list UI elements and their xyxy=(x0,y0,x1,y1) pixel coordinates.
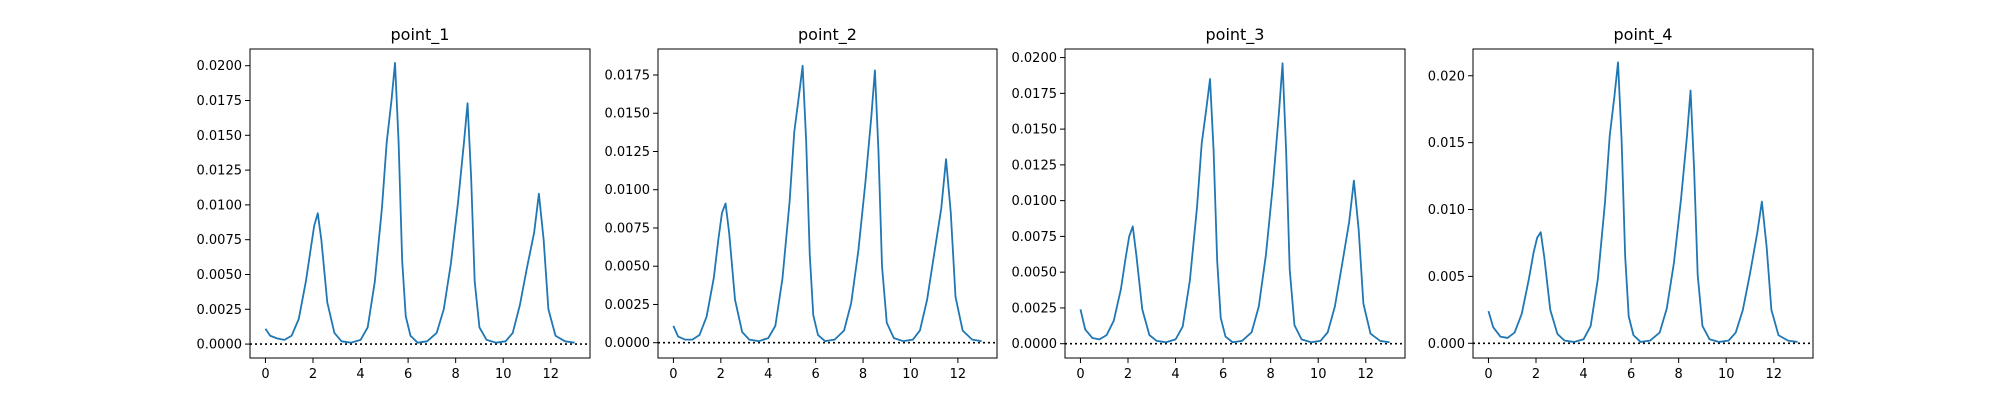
x-tick-label: 4 xyxy=(1171,367,1179,382)
chart-title: point_2 xyxy=(798,25,857,45)
y-tick-label: 0.0100 xyxy=(1012,194,1058,209)
x-tick-label: 12 xyxy=(950,367,967,382)
y-tick-label: 0.0125 xyxy=(197,164,243,179)
y-tick-label: 0.015 xyxy=(1428,136,1465,151)
y-tick-label: 0.0150 xyxy=(197,129,243,144)
subplot-point-2: point_2 0 2 4 6 8 10 12 0.0000 0.0025 0.0050 0.007… xyxy=(605,25,998,382)
y-tick-label: 0.020 xyxy=(1428,69,1465,84)
y-tick-label: 0.0025 xyxy=(605,298,651,313)
y-tick-label: 0.0175 xyxy=(605,69,651,84)
x-tick-label: 10 xyxy=(495,367,512,382)
y-tick-label: 0.0050 xyxy=(605,260,651,275)
chart-title: point_1 xyxy=(391,25,450,45)
series-line xyxy=(1079,62,1390,344)
series-line xyxy=(1487,61,1798,343)
x-tick-label: 2 xyxy=(1532,367,1540,382)
axes-frame xyxy=(1064,48,1406,359)
y-tick-label: 0.005 xyxy=(1428,270,1465,285)
subplot-point-1: point_1 0 2 4 6 8 10 12 0.0000 0.0025 0.0050 0.007… xyxy=(197,25,591,382)
x-tick-label: 0 xyxy=(1484,367,1492,382)
x-tick-label: 10 xyxy=(1310,367,1327,382)
y-tick-label: 0.010 xyxy=(1428,203,1465,218)
x-tick-label: 0 xyxy=(669,367,677,382)
x-tick-label: 6 xyxy=(404,367,412,382)
y-tick-label: 0.0025 xyxy=(197,303,243,318)
y-tick-label: 0.0075 xyxy=(605,221,651,236)
x-tick-label: 12 xyxy=(542,367,559,382)
x-tick-label: 10 xyxy=(1718,367,1735,382)
x-tick-label: 6 xyxy=(812,367,820,382)
y-tick-label: 0.000 xyxy=(1428,337,1465,352)
y-tick-label: 0.0100 xyxy=(605,183,651,198)
subplot-point-4: point_4 0 2 4 6 8 10 12 0.000 0.005 0.010 0.015 0.0… xyxy=(1428,25,1814,382)
y-tick-label: 0.0125 xyxy=(1012,158,1058,173)
y-tick-label: 0.0000 xyxy=(605,336,651,351)
x-tick-label: 4 xyxy=(356,367,364,382)
series-line xyxy=(672,64,982,343)
y-tick-label: 0.0150 xyxy=(605,107,651,122)
x-tick-label: 12 xyxy=(1357,367,1374,382)
y-tick-label: 0.0050 xyxy=(197,268,243,283)
chart-title: point_3 xyxy=(1206,25,1265,45)
y-tick-label: 0.0050 xyxy=(1012,266,1058,281)
x-tick-label: 4 xyxy=(764,367,772,382)
y-tick-label: 0.0000 xyxy=(1012,337,1058,352)
x-tick-label: 8 xyxy=(1267,367,1275,382)
x-tick-label: 2 xyxy=(1124,367,1132,382)
x-tick-label: 8 xyxy=(859,367,867,382)
x-tick-label: 12 xyxy=(1765,367,1782,382)
y-tick-label: 0.0150 xyxy=(1012,123,1058,138)
subplot-point-3: point_3 0 2 4 6 8 10 12 0.0000 0.0025 0.0050 0.007… xyxy=(1012,25,1406,382)
axes-frame xyxy=(657,48,998,359)
x-tick-label: 10 xyxy=(902,367,919,382)
y-tick-label: 0.0025 xyxy=(1012,301,1058,316)
x-tick-label: 8 xyxy=(452,367,460,382)
axes-frame xyxy=(1472,48,1814,359)
x-tick-label: 2 xyxy=(717,367,725,382)
y-tick-label: 0.0175 xyxy=(197,94,243,109)
x-tick-label: 0 xyxy=(261,367,269,382)
y-tick-label: 0.0075 xyxy=(1012,230,1058,245)
y-tick-label: 0.0200 xyxy=(1012,51,1058,66)
axes-frame xyxy=(249,48,591,359)
chart-title: point_4 xyxy=(1614,25,1673,45)
x-tick-label: 2 xyxy=(309,367,317,382)
x-tick-label: 4 xyxy=(1579,367,1587,382)
y-tick-label: 0.0125 xyxy=(605,145,651,160)
y-tick-label: 0.0100 xyxy=(197,198,243,213)
series-line xyxy=(264,62,575,344)
y-tick-label: 0.0200 xyxy=(197,59,243,74)
x-tick-label: 6 xyxy=(1627,367,1635,382)
x-tick-label: 6 xyxy=(1219,367,1227,382)
x-tick-label: 8 xyxy=(1675,367,1683,382)
y-tick-label: 0.0075 xyxy=(197,233,243,248)
x-tick-label: 0 xyxy=(1076,367,1084,382)
y-tick-label: 0.0000 xyxy=(197,338,243,353)
y-tick-label: 0.0175 xyxy=(1012,87,1058,102)
